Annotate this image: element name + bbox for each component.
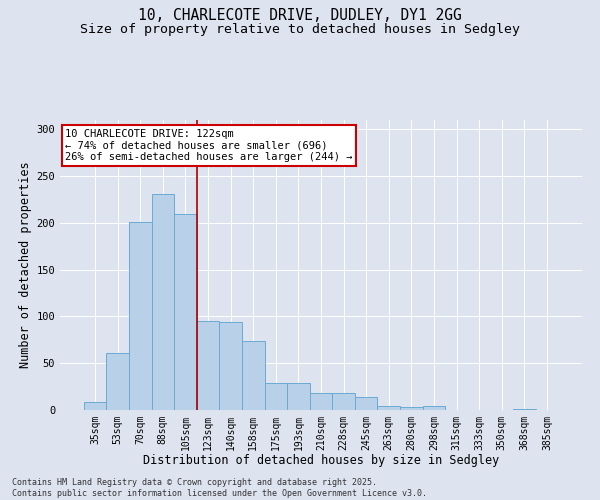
Bar	[265, 383, 287, 410]
Bar	[310, 393, 332, 410]
Bar	[242, 341, 265, 410]
Bar	[152, 194, 174, 410]
Text: 10, CHARLECOTE DRIVE, DUDLEY, DY1 2GG: 10, CHARLECOTE DRIVE, DUDLEY, DY1 2GG	[138, 8, 462, 22]
Bar	[332, 393, 355, 410]
Y-axis label: Number of detached properties: Number of detached properties	[19, 162, 32, 368]
Text: Contains HM Land Registry data © Crown copyright and database right 2025.
Contai: Contains HM Land Registry data © Crown c…	[12, 478, 427, 498]
Bar	[84, 402, 106, 410]
Bar	[377, 406, 400, 410]
Bar	[287, 383, 310, 410]
Bar	[197, 321, 220, 410]
Bar	[513, 409, 536, 410]
X-axis label: Distribution of detached houses by size in Sedgley: Distribution of detached houses by size …	[143, 454, 499, 468]
Bar	[400, 407, 422, 410]
Bar	[106, 353, 129, 410]
Bar	[355, 397, 377, 410]
Text: Size of property relative to detached houses in Sedgley: Size of property relative to detached ho…	[80, 22, 520, 36]
Bar	[220, 322, 242, 410]
Bar	[422, 406, 445, 410]
Bar	[174, 214, 197, 410]
Bar	[129, 222, 152, 410]
Text: 10 CHARLECOTE DRIVE: 122sqm
← 74% of detached houses are smaller (696)
26% of se: 10 CHARLECOTE DRIVE: 122sqm ← 74% of det…	[65, 128, 353, 162]
